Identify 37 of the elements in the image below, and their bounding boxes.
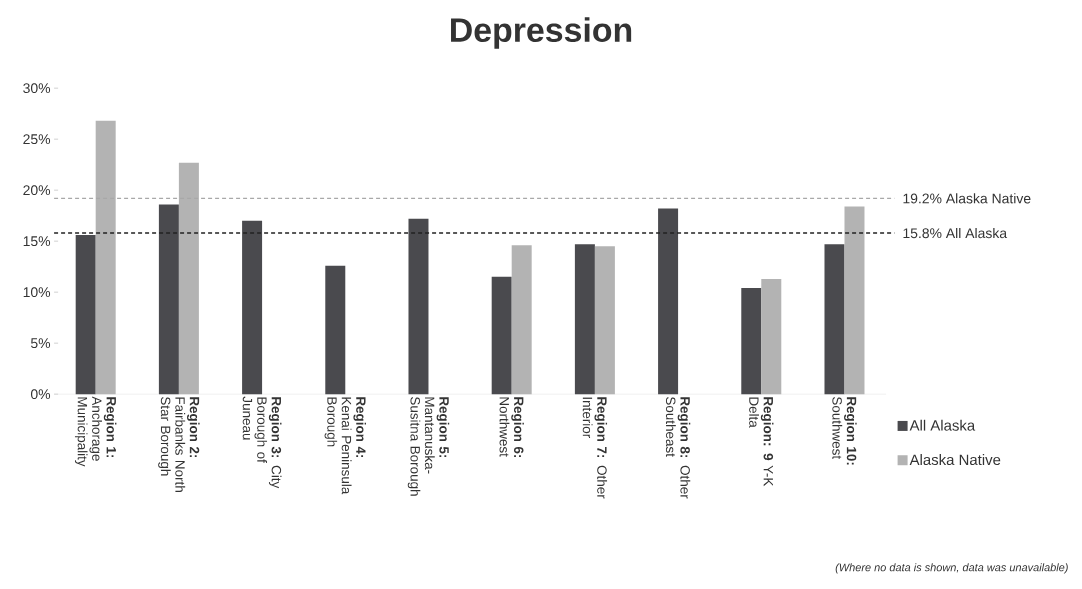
chart-title: Depression — [451, 17, 632, 49]
x-tick-label: Region 6: Northwest — [499, 397, 524, 458]
bar — [158, 204, 179, 395]
y-tick-label: 20% — [23, 185, 51, 196]
x-tick-label: Region 2: Fairbanks North Star Borough — [158, 396, 200, 492]
bar — [242, 220, 263, 395]
bar — [594, 246, 615, 395]
bar — [75, 235, 96, 395]
x-tick-label: Region 10: Southwest — [832, 396, 857, 465]
bar — [761, 278, 782, 395]
legend-label: All Alaska — [909, 419, 976, 431]
legend-label: Alaska Native — [909, 454, 1001, 466]
bar — [824, 244, 845, 395]
x-tick-label: Region 8: Other Southeast — [665, 396, 691, 499]
bar — [658, 208, 679, 395]
x-tick-label: Region 5: Mantanuska-Susitna Borough — [407, 396, 450, 496]
y-tick-label: 30% — [23, 83, 51, 94]
ref-line-label: 19.2% Alaska Native — [903, 193, 1031, 204]
y-tick-label: 0% — [30, 389, 51, 400]
category-label: Region 7: Other Interior — [582, 397, 608, 499]
bar — [844, 206, 865, 395]
bar — [491, 276, 512, 395]
y-tick-label: 5% — [30, 338, 51, 349]
bar — [511, 245, 532, 395]
bar — [408, 218, 429, 395]
y-tick-label: 25% — [23, 134, 51, 145]
y-tick-label: 15% — [23, 236, 51, 247]
text: (Where no data is shown, data was unavailable) — [835, 563, 1068, 574]
bar — [574, 244, 595, 395]
x-tick-label: Region 1: Anchorage Municipality — [74, 396, 117, 467]
bar — [325, 265, 346, 395]
bar — [741, 288, 762, 395]
x-tick-label: Region 3: City Borough of Juneau — [242, 396, 282, 489]
category-label: Region: 9 Y-K Delta — [749, 397, 774, 487]
x-tick-label: Region 4: Kenai Peninsula Borough — [324, 397, 367, 495]
y-tick-label: 10% — [23, 287, 51, 298]
ref-line-label: 15.8% All Alaska — [903, 227, 1008, 239]
